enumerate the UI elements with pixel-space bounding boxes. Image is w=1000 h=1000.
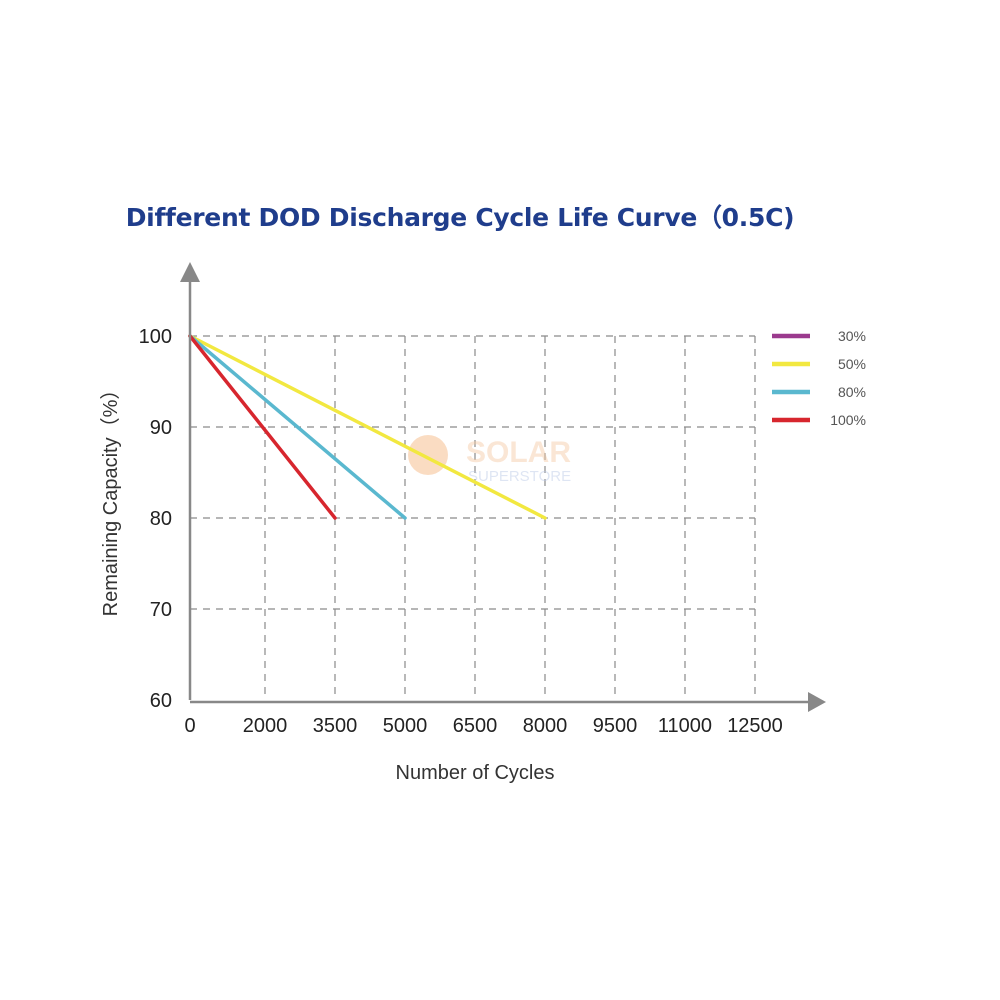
x-axis-arrow: [808, 692, 826, 712]
x-tick-label: 8000: [523, 715, 568, 737]
x-tick-label: 3500: [313, 715, 358, 737]
y-tick-label: 90: [150, 417, 172, 439]
legend-label: 80%: [838, 384, 866, 400]
legend: 30% 50% 80% 100%: [772, 328, 866, 428]
grid: [190, 335, 756, 700]
watermark-line2: SUPERSTORE: [468, 468, 571, 485]
axes: [180, 262, 826, 712]
series-line: [188, 334, 407, 520]
x-tick-label: 9500: [593, 715, 638, 737]
y-tick-label: 100: [139, 326, 172, 348]
x-tick-label: 6500: [453, 715, 498, 737]
sun-icon: [408, 435, 448, 475]
x-tick-label: 2000: [243, 715, 288, 737]
chart-title: Different DOD Discharge Cycle Life Curve…: [125, 203, 795, 232]
x-tick-label: 5000: [383, 715, 428, 737]
y-axis-arrow: [180, 262, 200, 282]
x-axis-title: Number of Cycles: [396, 762, 555, 784]
legend-label: 50%: [838, 356, 866, 372]
y-tick-label: 70: [150, 599, 172, 621]
legend-label: 100%: [830, 412, 866, 428]
x-tick-label: 12500: [727, 715, 783, 737]
series-line: [188, 334, 337, 520]
y-tick-label: 60: [150, 690, 172, 712]
y-axis-title: Remaining Capacity（%）: [99, 380, 122, 617]
tick-labels: 0 2000 3500 5000 6500 8000 9500 11000 12500 60 70 8…: [139, 326, 783, 737]
series: [188, 334, 547, 520]
series-line: [188, 334, 547, 520]
watermark-line1: SOLAR: [466, 436, 571, 469]
y-tick-label: 80: [150, 508, 172, 530]
legend-label: 30%: [838, 328, 866, 344]
x-tick-label: 11000: [658, 715, 712, 737]
x-tick-label: 0: [184, 715, 195, 737]
